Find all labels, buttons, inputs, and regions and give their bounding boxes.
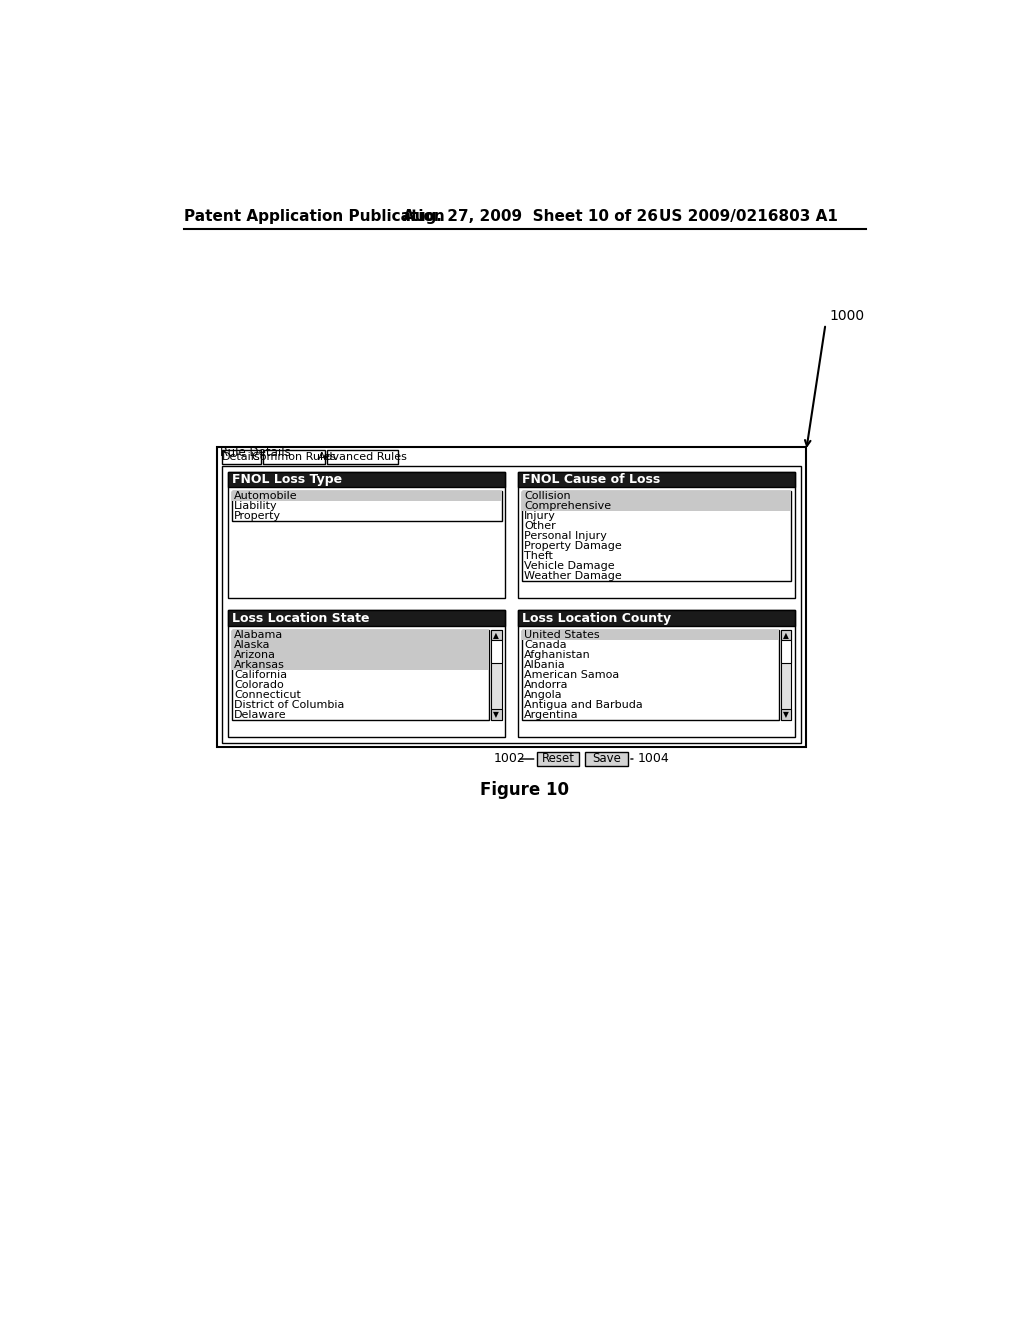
Text: Delaware: Delaware [234, 710, 287, 719]
Text: Arizona: Arizona [234, 649, 276, 660]
Bar [231, 491, 502, 502]
Text: ▲: ▲ [494, 631, 499, 639]
Bar [490, 709, 502, 719]
Text: Comprehensive: Comprehensive [524, 502, 611, 511]
Bar [222, 466, 802, 743]
Text: Aug. 27, 2009  Sheet 10 of 26: Aug. 27, 2009 Sheet 10 of 26 [403, 209, 658, 223]
Text: Personal Injury: Personal Injury [524, 531, 607, 541]
Text: Automobile: Automobile [234, 491, 298, 502]
Text: Reset: Reset [542, 752, 574, 766]
Text: Theft: Theft [524, 552, 553, 561]
Bar [228, 471, 506, 598]
Bar [521, 491, 792, 581]
Bar [222, 450, 260, 465]
Text: Canada: Canada [524, 640, 566, 649]
Bar [780, 640, 792, 663]
Bar [263, 450, 325, 465]
Text: Other: Other [524, 521, 556, 531]
Text: District of Columbia: District of Columbia [234, 700, 344, 710]
Text: United States: United States [524, 630, 600, 640]
Bar [231, 491, 502, 521]
Text: Argentina: Argentina [524, 710, 579, 719]
Text: California: California [234, 669, 288, 680]
Text: Alaska: Alaska [234, 640, 270, 649]
Bar [217, 447, 806, 747]
Text: Property: Property [234, 511, 282, 521]
Text: Figure 10: Figure 10 [480, 781, 569, 799]
Text: Details: Details [222, 453, 260, 462]
Bar [228, 610, 506, 737]
Bar [490, 640, 502, 663]
Bar [228, 610, 506, 626]
Text: Injury: Injury [524, 511, 556, 521]
Text: 1000: 1000 [829, 309, 864, 323]
Bar [780, 709, 792, 719]
Text: Collision: Collision [524, 491, 570, 502]
Bar [490, 630, 502, 719]
Bar [518, 610, 796, 626]
Text: Weather Damage: Weather Damage [524, 572, 622, 581]
Text: Antigua and Barbuda: Antigua and Barbuda [524, 700, 643, 710]
Text: Liability: Liability [234, 502, 278, 511]
Text: Property Damage: Property Damage [524, 541, 622, 550]
Bar [231, 660, 489, 669]
Bar [780, 630, 792, 640]
Bar [518, 610, 796, 737]
Text: Patent Application Publication: Patent Application Publication [183, 209, 444, 223]
Text: Angola: Angola [524, 690, 562, 700]
Text: ▼: ▼ [494, 710, 499, 719]
Text: ▼: ▼ [783, 710, 788, 719]
Bar [521, 491, 792, 502]
Text: Rule Details: Rule Details [220, 446, 291, 459]
Bar [231, 630, 489, 719]
Text: US 2009/0216803 A1: US 2009/0216803 A1 [658, 209, 838, 223]
Bar [780, 630, 792, 719]
Text: Albania: Albania [524, 660, 566, 669]
Text: Andorra: Andorra [524, 680, 568, 689]
Bar [586, 752, 628, 766]
Bar [228, 471, 506, 487]
Text: Colorado: Colorado [234, 680, 284, 689]
Text: Alabama: Alabama [234, 630, 284, 640]
Bar [521, 630, 779, 640]
Bar [521, 630, 779, 719]
Text: Loss Location State: Loss Location State [231, 611, 370, 624]
Text: Arkansas: Arkansas [234, 660, 285, 669]
Text: 1002: 1002 [494, 752, 525, 766]
Text: Vehicle Damage: Vehicle Damage [524, 561, 614, 572]
Text: Afghanistan: Afghanistan [524, 649, 591, 660]
Bar [537, 752, 580, 766]
Bar [328, 450, 398, 465]
Text: American Samoa: American Samoa [524, 669, 620, 680]
Bar [518, 471, 796, 598]
Text: ▲: ▲ [783, 631, 788, 639]
Bar [518, 471, 796, 487]
Bar [231, 640, 489, 649]
Text: Connecticut: Connecticut [234, 690, 301, 700]
Bar [231, 630, 489, 640]
Bar [490, 630, 502, 640]
Text: FNOL Loss Type: FNOL Loss Type [231, 473, 342, 486]
Text: 1004: 1004 [638, 752, 670, 766]
Text: Advanced Rules: Advanced Rules [318, 453, 408, 462]
Bar [231, 649, 489, 660]
Bar [521, 502, 792, 511]
Text: Save: Save [592, 752, 622, 766]
Text: FNOL Cause of Loss: FNOL Cause of Loss [521, 473, 659, 486]
Text: Common Rules: Common Rules [252, 453, 336, 462]
Text: Loss Location County: Loss Location County [521, 611, 671, 624]
